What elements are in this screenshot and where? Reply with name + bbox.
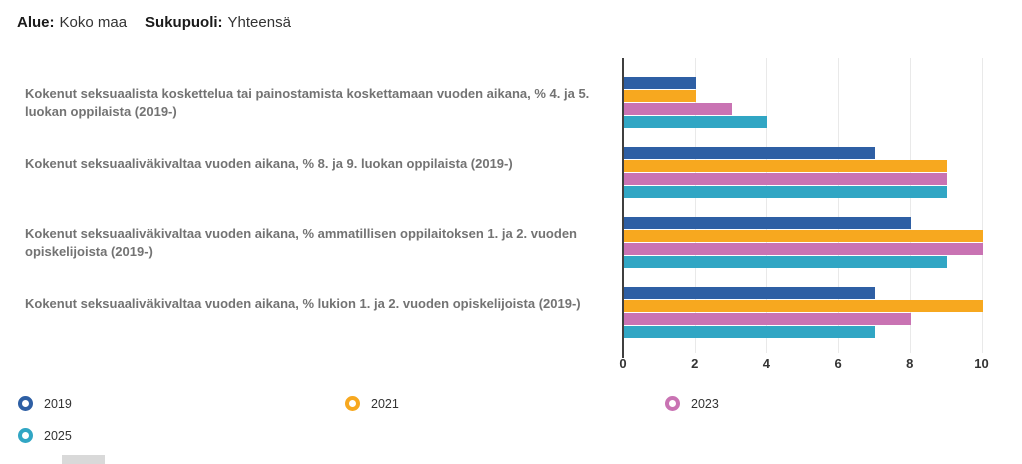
filter-area-value: Koko maa	[59, 14, 128, 31]
x-tick-label: 2	[691, 356, 699, 371]
legend-item-2019[interactable]: 2019	[18, 396, 72, 411]
gridline	[694, 58, 696, 353]
category-label: Kokenut seksuaalista koskettelua tai pai…	[25, 86, 590, 119]
bar-2023[interactable]	[624, 173, 947, 185]
category-label: Kokenut seksuaaliväkivaltaa vuoden aikan…	[25, 156, 513, 171]
bar-2021[interactable]	[624, 230, 983, 242]
bar-2023[interactable]	[624, 313, 911, 325]
filter-gender: Sukupuoli: Yhteensä	[145, 14, 291, 31]
x-tick-label: 8	[906, 356, 914, 371]
filter-area-label: Alue:	[17, 14, 55, 31]
bar-2019[interactable]	[624, 147, 875, 159]
bar-2025[interactable]	[624, 326, 875, 338]
legend-ring-icon	[665, 396, 680, 411]
bar-2023[interactable]	[624, 243, 983, 255]
filter-area: Alue: Koko maa	[17, 14, 127, 31]
filter-gender-label: Sukupuoli:	[145, 14, 223, 31]
gridline	[909, 58, 911, 353]
x-tick-label: 6	[834, 356, 842, 371]
gridline	[838, 58, 840, 353]
bar-2019[interactable]	[624, 217, 911, 229]
legend-ring-icon	[18, 396, 33, 411]
x-tick-label: 4	[762, 356, 770, 371]
x-tick-label: 0	[619, 356, 627, 371]
filters-bar: Alue: Koko maa Sukupuoli: Yhteensä	[17, 14, 291, 31]
x-tick-label: 10	[974, 356, 989, 371]
legend-label: 2025	[44, 428, 72, 443]
legend-item-2025[interactable]: 2025	[18, 428, 72, 443]
cropped-element	[62, 455, 105, 464]
legend-item-2023[interactable]: 2023	[665, 396, 719, 411]
gridline	[766, 58, 768, 353]
legend-ring-icon	[345, 396, 360, 411]
bar-2019[interactable]	[624, 77, 696, 89]
bar-2025[interactable]	[624, 186, 947, 198]
legend-label: 2023	[691, 396, 719, 411]
category-label: Kokenut seksuaaliväkivaltaa vuoden aikan…	[25, 296, 581, 311]
bar-2019[interactable]	[624, 287, 875, 299]
filter-gender-value: Yhteensä	[227, 14, 291, 31]
legend-ring-icon	[18, 428, 33, 443]
legend-label: 2021	[371, 396, 399, 411]
bar-2025[interactable]	[624, 116, 768, 128]
y-axis-line	[622, 58, 624, 358]
bar-2021[interactable]	[624, 160, 947, 172]
bar-2025[interactable]	[624, 256, 947, 268]
bar-2021[interactable]	[624, 90, 696, 102]
gridline	[981, 58, 983, 353]
category-label: Kokenut seksuaaliväkivaltaa vuoden aikan…	[25, 226, 577, 259]
bar-2021[interactable]	[624, 300, 983, 312]
legend-item-2021[interactable]: 2021	[345, 396, 399, 411]
legend-label: 2019	[44, 396, 72, 411]
bar-2023[interactable]	[624, 103, 732, 115]
